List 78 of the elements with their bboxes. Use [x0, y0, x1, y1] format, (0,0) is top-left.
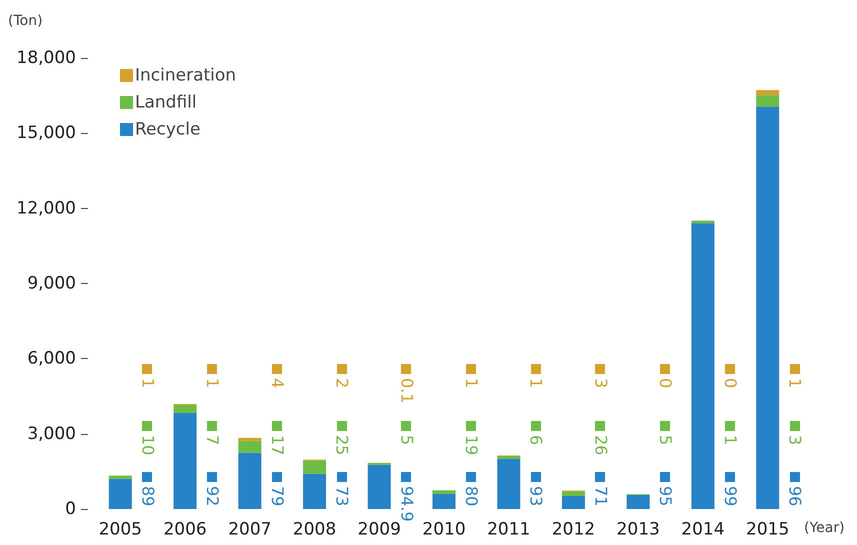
annotation: 1 [462, 378, 481, 388]
x-tick-label: 2006 [163, 520, 207, 540]
annotation: 26 [591, 435, 610, 456]
annotation: 1 [786, 378, 805, 388]
annotation: 1 [526, 378, 546, 388]
y-tick-label: 0 [65, 499, 76, 519]
annotation: 95 [656, 486, 676, 506]
annotation: 19 [462, 435, 481, 456]
annotation: 0.1 [397, 378, 416, 404]
y-tick-label: 9,000 [27, 274, 76, 294]
bar [238, 452, 262, 509]
annotation: 80 [462, 486, 481, 506]
bar [368, 464, 391, 509]
legend-label: Recycle [135, 120, 200, 140]
annotation: 92 [203, 486, 222, 506]
annotation: 3 [786, 435, 805, 446]
bar [497, 458, 520, 509]
bar [756, 90, 780, 96]
bar [562, 496, 585, 509]
annotation: 73 [332, 486, 352, 506]
bar [432, 490, 456, 494]
legend-label: Landfill [135, 92, 197, 112]
y-tick-label: 15,000 [16, 123, 76, 144]
annotation: 2 [332, 378, 352, 388]
annotation: 5 [397, 435, 416, 446]
x-tick-label: 2013 [616, 520, 660, 540]
bar [756, 106, 780, 509]
annotation: 17 [268, 435, 287, 456]
x-tick-label: 2012 [552, 520, 596, 540]
bar [691, 223, 714, 509]
y-tick-label: 6,000 [27, 348, 76, 369]
x-axis-title: (Year) [804, 520, 845, 536]
annotation: 5 [656, 435, 676, 446]
x-tick-label: 2010 [422, 520, 466, 540]
x-tick-label: 2009 [358, 520, 401, 540]
bar [238, 440, 262, 453]
annotation: 6 [526, 435, 546, 446]
annotation: 1 [138, 378, 158, 388]
x-tick-label: 2015 [746, 520, 790, 540]
annotation: 1 [203, 378, 222, 388]
x-tick-label: 2005 [98, 520, 142, 540]
y-tick-label: 3,000 [27, 424, 76, 444]
y-tick-label: 12,000 [16, 198, 76, 218]
annotation: 7 [203, 435, 222, 446]
bar [108, 478, 132, 509]
x-tick-label: 2014 [681, 520, 725, 540]
annotation: 3 [591, 378, 610, 388]
bar [626, 494, 650, 509]
annotation: 0 [656, 378, 676, 388]
legend-label: Incineration [135, 66, 236, 86]
bar [497, 456, 520, 459]
annotation: 4 [268, 378, 287, 388]
annotation: 0 [720, 378, 740, 388]
bar [174, 413, 197, 509]
annotation: 99 [720, 486, 740, 506]
bar [108, 476, 132, 479]
annotation: 93 [526, 486, 546, 506]
bar [756, 95, 780, 107]
bar [303, 474, 326, 509]
annotation: 71 [591, 486, 610, 506]
bar [432, 494, 456, 509]
y-tick-label: 18,000 [16, 48, 76, 68]
bar [174, 405, 197, 414]
bar [303, 460, 326, 474]
bar [691, 220, 714, 224]
y-axis-title: (Ton) [8, 13, 43, 29]
annotation: 89 [138, 486, 158, 506]
annotation: 25 [332, 435, 352, 456]
annotation: 79 [268, 486, 287, 506]
bar [238, 438, 262, 441]
annotation: 94.9 [397, 486, 416, 522]
x-tick-label: 2008 [292, 520, 336, 540]
annotation: 1 [720, 435, 740, 446]
annotation: 96 [786, 486, 805, 506]
x-tick-label: 2007 [228, 520, 272, 540]
annotation: 10 [138, 435, 158, 456]
bar [562, 491, 585, 496]
x-tick-label: 2011 [487, 520, 530, 540]
